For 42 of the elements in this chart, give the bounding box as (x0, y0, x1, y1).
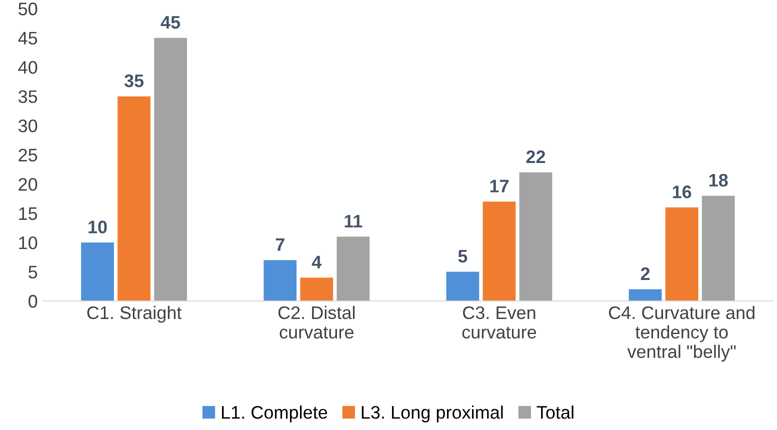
data-label: 7 (276, 238, 284, 251)
bar (264, 260, 297, 301)
legend-label: L3. Long proximal (362, 406, 503, 422)
y-tick-label: 30 (18, 119, 38, 132)
bar (81, 242, 114, 301)
x-tick-label: C1. Straight (87, 306, 182, 323)
data-label: 17 (490, 180, 508, 192)
bar (118, 96, 150, 301)
y-tick-label: 0 (28, 294, 38, 308)
legend-label: L1. Complete (222, 406, 328, 422)
bar (154, 38, 187, 301)
data-label: 5 (458, 250, 468, 263)
data-label: 11 (344, 214, 362, 228)
y-tick-label: 50 (18, 2, 38, 16)
legend-label: Total (536, 406, 574, 419)
data-label: 18 (709, 174, 728, 187)
y-tick-label: 35 (18, 90, 38, 104)
bar (446, 272, 480, 301)
bar (336, 236, 370, 301)
y-tick-label: 45 (18, 32, 38, 45)
x-tick-label: C4. Curvature and tendency to ventral "belly" (608, 306, 754, 362)
data-label: 4 (312, 256, 322, 268)
data-label: 22 (526, 150, 546, 164)
x-tick-label: C3. Even curvature (462, 306, 536, 339)
y-tick-label: 20 (18, 178, 38, 191)
bar (702, 196, 735, 301)
bar (519, 172, 552, 301)
bar (628, 289, 662, 301)
data-label: 35 (124, 74, 144, 88)
y-tick-label: 15 (19, 207, 38, 220)
data-label: 10 (88, 220, 107, 234)
data-label: 16 (672, 186, 692, 198)
y-tick-label: 5 (28, 266, 38, 278)
bar (665, 207, 698, 301)
bar (300, 278, 334, 301)
data-label: 2 (640, 267, 650, 280)
y-tick-label: 25 (18, 148, 38, 162)
y-tick-label: 10 (19, 236, 38, 250)
data-label: 45 (160, 16, 180, 29)
bar (482, 202, 516, 301)
y-tick-label: 40 (18, 61, 38, 74)
x-tick-label: C2. Distal curvature (278, 306, 355, 339)
